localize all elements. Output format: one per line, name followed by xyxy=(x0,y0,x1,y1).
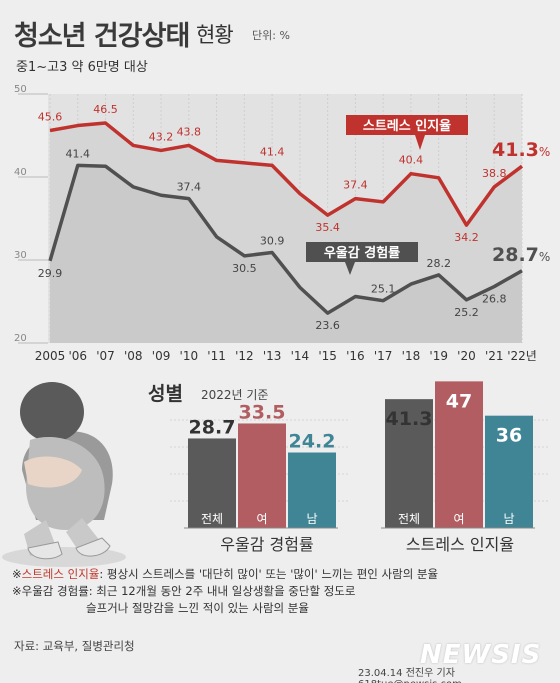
data-label: 38.8 xyxy=(482,167,507,180)
y-tick-label: 20 xyxy=(14,333,27,344)
footnote-depression-line1: ※우울감 경험률: 최근 12개월 동안 2주 내내 일상생활을 중단할 정도로 xyxy=(12,584,356,598)
x-tick-label: '14 xyxy=(291,349,310,363)
bar-value-label: 33.5 xyxy=(239,401,286,423)
data-label: 43.2 xyxy=(149,130,174,143)
data-label: 34.2 xyxy=(454,231,479,244)
series-line xyxy=(48,163,523,315)
legend-stress-text: 스트레스 인지율 xyxy=(363,118,451,134)
data-label: 30.5 xyxy=(232,262,257,275)
bar xyxy=(385,399,433,528)
legend-depression-text: 우울감 경험률 xyxy=(324,245,400,261)
bar-value-label: 24.2 xyxy=(289,430,336,452)
data-label: 30.9 xyxy=(260,235,285,248)
legend-stress-pointer xyxy=(415,135,425,150)
bar-value-label: 28.7 xyxy=(189,416,236,438)
x-tick-label: '22년 xyxy=(507,349,537,363)
x-tick-label: '08 xyxy=(124,349,143,363)
bar xyxy=(435,381,483,528)
x-tick-label: '10 xyxy=(180,349,199,363)
x-tick-label: '13 xyxy=(263,349,282,363)
data-label: 45.6 xyxy=(38,111,63,124)
x-tick-label: '18 xyxy=(402,349,421,363)
x-tick-label: '20 xyxy=(457,349,476,363)
bar-category-label: 여 xyxy=(256,512,267,526)
series-line xyxy=(49,121,524,227)
bar-value-label: 36 xyxy=(496,425,522,447)
footnote-depression-line2: 슬프거나 절망감을 느낀 적이 있는 사람의 분율 xyxy=(86,601,309,615)
data-label: 23.6 xyxy=(315,319,340,332)
bar-category-label: 여 xyxy=(453,512,464,526)
x-tick-label: '09 xyxy=(152,349,171,363)
bar xyxy=(188,438,236,528)
footnote-stress: ※스트레스 인지율: 평상시 스트레스를 '대단히 많이' 또는 '많이' 느끼… xyxy=(12,567,439,581)
x-tick-label: '19 xyxy=(429,349,448,363)
data-label: 26.8 xyxy=(482,293,507,306)
line-chart: 20 30 40 50 2005'06 '07 '08 '09 '10 '11 '12 '13 '14 '… xyxy=(14,84,550,363)
data-label: 35.4 xyxy=(315,221,340,234)
page-title-suffix: 현황 xyxy=(196,23,234,47)
bar-value-label: 47 xyxy=(446,390,472,412)
bar-section-subtitle: 2022년 기준 xyxy=(201,388,268,402)
bar xyxy=(238,423,286,528)
page-title: 청소년 건강상태 xyxy=(14,21,190,52)
bar-category-label: 전체 xyxy=(201,512,223,526)
data-label: 40.4 xyxy=(399,154,424,167)
x-tick-label: '12 xyxy=(235,349,254,363)
data-label: 43.8 xyxy=(177,125,202,138)
data-label: 41.4 xyxy=(66,147,91,160)
x-tick-label: '16 xyxy=(346,349,365,363)
data-label: 29.9 xyxy=(38,267,63,280)
y-tick-label: 30 xyxy=(14,250,27,261)
bar-section-title: 성별 xyxy=(148,383,183,405)
data-label: 37.4 xyxy=(177,181,202,194)
x-tick-label: '21 xyxy=(485,349,504,363)
footnotes: ※스트레스 인지율: 평상시 스트레스를 '대단히 많이' 또는 '많이' 느끼… xyxy=(12,566,548,630)
legend-depression-bg xyxy=(306,242,418,262)
series-end-label: 28.7% xyxy=(492,244,550,266)
legend-depression-pointer xyxy=(345,262,355,275)
x-tick-label: '17 xyxy=(374,349,393,363)
bar xyxy=(288,452,336,528)
data-label: 25.2 xyxy=(454,306,479,319)
data-label: 37.4 xyxy=(343,179,368,192)
bar-value-label: 41.3 xyxy=(386,408,433,430)
survey-subtitle: 중1~고3 약 6만명 대상 xyxy=(16,60,148,75)
series-end-label: 41.3% xyxy=(492,139,550,161)
x-tick-label: '06 xyxy=(68,349,87,363)
bar-category-label: 전체 xyxy=(398,512,420,526)
legend-stress-bg xyxy=(346,115,468,135)
x-tick-label: 2005 xyxy=(35,349,66,363)
bar-category-label: 남 xyxy=(306,512,317,526)
brand-logo: NEWSIS xyxy=(420,640,542,670)
data-label: 28.2 xyxy=(426,257,451,270)
sitting-person-illustration xyxy=(2,382,126,567)
x-tick-label: '11 xyxy=(207,349,226,363)
area-fill-lower xyxy=(50,165,522,343)
x-tick-label: '07 xyxy=(96,349,115,363)
bar-category-label: 남 xyxy=(503,512,514,526)
x-tick-label: '15 xyxy=(318,349,337,363)
unit-label: 단위: % xyxy=(252,29,290,42)
bar xyxy=(485,415,533,528)
data-label: 41.4 xyxy=(260,145,285,158)
bar-group-label: 스트레스 인지율 xyxy=(406,535,514,554)
source-label: 자료: 교육부, 질병관리청 xyxy=(14,639,135,653)
data-label: 25.1 xyxy=(371,283,396,296)
footnote-stress-term: 스트레스 인지율 xyxy=(21,567,100,581)
data-label: 46.5 xyxy=(93,103,118,116)
bar-group-label: 우울감 경험률 xyxy=(220,535,313,554)
credit-label: 23.04.14 전진우 기자 618tue@newsis.com xyxy=(358,668,462,683)
y-tick-label: 50 xyxy=(14,84,27,95)
y-tick-label: 40 xyxy=(14,167,27,178)
